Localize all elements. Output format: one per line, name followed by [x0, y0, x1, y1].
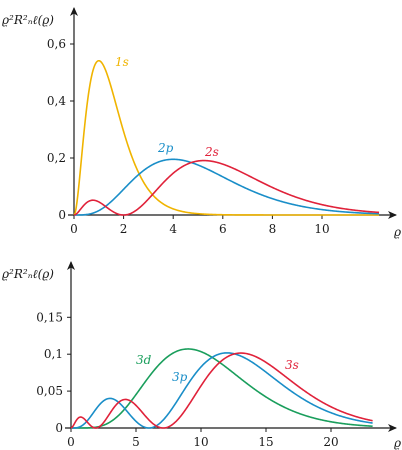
x-tick-label: 8: [269, 222, 277, 236]
series-label-3s: 3s: [285, 358, 299, 372]
series-line-1s: [73, 59, 380, 216]
x-tick-label: 10: [314, 222, 329, 236]
x-tick-label: 6: [219, 222, 227, 236]
top-ticks: 0 2 4 6 8 10 0 0,2 0,4 0,6: [47, 37, 330, 236]
bottom-y-axis-label: ϱ²R²ₙℓ(ϱ): [2, 267, 54, 281]
y-tick-label: 0,05: [36, 384, 63, 398]
series-line-3s: [70, 352, 373, 429]
y-tick-label: 0,2: [47, 151, 66, 165]
x-tick-label: 0: [70, 222, 78, 236]
y-tick-label: 0,4: [47, 94, 66, 108]
chart-bottom: 0 5 10 15 20 0 0,05 0,1 0,15 ϱ²R²ₙℓ(ϱ) ϱ 3d 3p 3…: [2, 261, 401, 450]
x-tick-label: 10: [193, 435, 208, 449]
series-label-2p: 2p: [157, 141, 174, 155]
top-y-axis-label: ϱ²R²ₙℓ(ϱ): [2, 13, 54, 27]
bottom-x-axis-label: ϱ: [394, 436, 401, 450]
x-tick-label: 4: [169, 222, 177, 236]
y-tick-label: 0: [55, 421, 63, 435]
series-label-3p: 3p: [172, 370, 188, 384]
series-line-3p: [70, 352, 373, 429]
x-tick-label: 5: [132, 435, 140, 449]
series-label-2s: 2s: [204, 145, 219, 159]
x-tick-label: 0: [67, 435, 75, 449]
y-tick-label: 0: [58, 208, 66, 222]
series-line-2s: [73, 159, 380, 216]
series-label-1s: 1s: [115, 55, 129, 69]
bottom-series-group: [70, 348, 373, 429]
top-x-axis-label: ϱ: [394, 225, 401, 239]
bottom-ticks: 0 5 10 15 20 0 0,05 0,1 0,15: [36, 310, 338, 449]
y-tick-label: 0,6: [47, 37, 66, 51]
x-tick-label: 20: [323, 435, 338, 449]
x-tick-label: 2: [120, 222, 128, 236]
y-tick-label: 0,1: [44, 347, 63, 361]
series-line-2p: [73, 158, 380, 216]
top-series-group: [73, 59, 380, 216]
chart-top: 0 2 4 6 8 10 0 0,2 0,4 0,6 ϱ²R²ₙℓ(ϱ) ϱ 1s 2p 2s: [2, 7, 401, 239]
x-tick-label: 15: [258, 435, 273, 449]
series-label-3d: 3d: [136, 353, 152, 367]
series-line-3d: [70, 348, 373, 429]
y-tick-label: 0,15: [36, 310, 63, 324]
